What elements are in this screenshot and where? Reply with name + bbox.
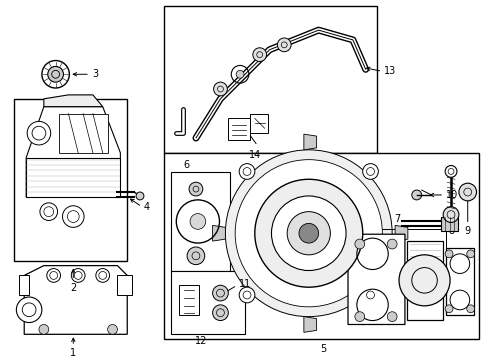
Circle shape [444, 305, 452, 313]
Text: 9: 9 [464, 226, 470, 237]
Polygon shape [406, 241, 442, 320]
Circle shape [386, 312, 396, 321]
Circle shape [271, 196, 346, 270]
Bar [163, 6, 377, 153]
Circle shape [466, 305, 474, 313]
Circle shape [386, 239, 396, 249]
Bar [163, 153, 479, 339]
Circle shape [277, 38, 290, 52]
Text: 2: 2 [70, 283, 76, 293]
Text: 11: 11 [239, 279, 251, 289]
Bar [59, 113, 107, 153]
Text: 6: 6 [183, 161, 189, 170]
Circle shape [398, 255, 449, 306]
Circle shape [362, 287, 378, 303]
Circle shape [27, 121, 51, 145]
Bar [440, 217, 457, 231]
Circle shape [48, 67, 63, 82]
Circle shape [189, 182, 203, 196]
Circle shape [444, 250, 452, 258]
Text: 14: 14 [248, 150, 261, 160]
Polygon shape [19, 275, 29, 295]
Circle shape [354, 239, 364, 249]
Circle shape [42, 60, 69, 88]
Text: 8: 8 [447, 226, 453, 237]
Polygon shape [228, 118, 249, 140]
Circle shape [444, 166, 456, 177]
Circle shape [16, 297, 42, 323]
Polygon shape [117, 275, 132, 295]
Polygon shape [445, 248, 473, 315]
Circle shape [298, 224, 318, 243]
Polygon shape [394, 225, 407, 241]
Circle shape [411, 190, 421, 200]
Circle shape [213, 82, 227, 96]
Text: 3: 3 [92, 69, 98, 79]
Bar [171, 172, 230, 270]
Circle shape [442, 207, 458, 222]
Circle shape [235, 159, 382, 307]
Circle shape [62, 206, 84, 228]
Text: 1: 1 [70, 348, 76, 358]
Circle shape [286, 212, 330, 255]
Circle shape [71, 269, 85, 282]
Circle shape [217, 142, 399, 324]
Circle shape [225, 150, 391, 317]
Polygon shape [212, 225, 225, 241]
Circle shape [47, 269, 61, 282]
Circle shape [466, 250, 474, 258]
Circle shape [212, 285, 228, 301]
Circle shape [458, 183, 476, 201]
Text: 10: 10 [445, 190, 457, 200]
Circle shape [239, 164, 254, 179]
Text: 13: 13 [384, 66, 396, 76]
Bar [171, 270, 244, 334]
Circle shape [362, 164, 378, 179]
Circle shape [107, 324, 117, 334]
Polygon shape [249, 113, 267, 133]
Circle shape [236, 70, 244, 78]
Circle shape [252, 48, 266, 62]
Polygon shape [26, 107, 120, 197]
Bar [26, 158, 120, 197]
Text: 4: 4 [143, 202, 150, 212]
Circle shape [40, 203, 58, 220]
Circle shape [239, 287, 254, 303]
Circle shape [212, 305, 228, 320]
Polygon shape [303, 134, 316, 150]
Text: 12: 12 [194, 336, 206, 346]
Text: 7: 7 [393, 215, 399, 224]
Circle shape [190, 213, 205, 229]
Circle shape [187, 247, 204, 265]
Polygon shape [179, 285, 199, 315]
Text: 5: 5 [320, 344, 326, 354]
Circle shape [39, 324, 49, 334]
Circle shape [354, 312, 364, 321]
Circle shape [136, 192, 143, 200]
Polygon shape [24, 266, 127, 334]
Circle shape [254, 179, 362, 287]
Bar [14, 99, 127, 261]
Polygon shape [44, 95, 102, 107]
Circle shape [96, 269, 109, 282]
Polygon shape [347, 234, 404, 324]
Polygon shape [303, 317, 316, 332]
